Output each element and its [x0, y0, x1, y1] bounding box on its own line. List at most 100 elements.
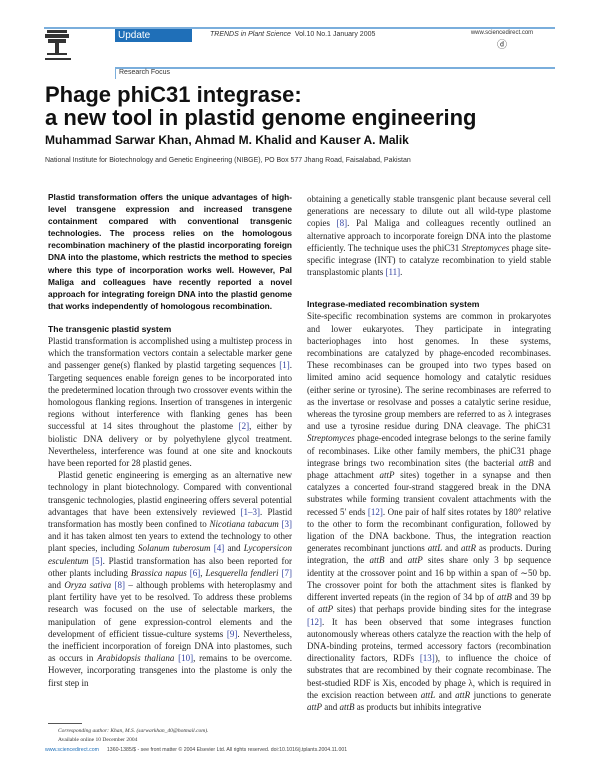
citation-link[interactable]: [3]: [281, 518, 293, 529]
italic-term: attP: [318, 604, 334, 615]
text-run: Plastid transformation is accomplished u…: [48, 335, 292, 371]
footer-legal: 1360-1385/$ - see front matter © 2004 El…: [106, 747, 348, 753]
citation-link[interactable]: [12]: [367, 506, 383, 517]
citation-link[interactable]: [12]: [307, 616, 322, 627]
text-run: – although problems with heteroplasmy an…: [48, 580, 293, 639]
section-heading: The transgenic plastid system: [48, 323, 172, 334]
text-run: ,: [200, 567, 206, 578]
update-badge: Update: [115, 29, 192, 42]
text-run: junctions to generate: [470, 689, 551, 700]
journal-name: TRENDS in Plant Science: [210, 31, 291, 38]
text-run: . Plastid transformation has also been r…: [48, 555, 293, 578]
citation-link[interactable]: [5]: [92, 555, 103, 566]
text-run: and: [384, 555, 408, 566]
italic-term: Streptomyces: [307, 433, 355, 444]
italic-term: attP: [307, 701, 322, 712]
italic-term: Arabidopsis thaliana: [97, 653, 175, 664]
italic-term: attL: [427, 543, 443, 554]
paragraph: Plastid genetic engineering is emerging …: [48, 469, 292, 689]
text-run: obtaining a genetically stable transgeni…: [307, 194, 551, 229]
paragraph: Site-specific recombination systems are …: [307, 310, 551, 713]
italic-term: attP: [379, 470, 395, 481]
paragraph: obtaining a genetically stable transgeni…: [307, 193, 551, 278]
citation-link[interactable]: [9]: [226, 628, 238, 639]
elsevier-logo: [44, 28, 72, 62]
text-run: and phage attachment: [307, 457, 552, 481]
title-line: Phage phiC31 integrase:: [45, 82, 302, 107]
text-run: and it has taken almost ten years to ext…: [48, 531, 292, 554]
italic-term: attB: [369, 555, 385, 566]
italic-term: Lycopersicon esculentum: [48, 543, 292, 566]
text-run: , remains to be overcome. However, incor…: [48, 653, 293, 688]
citation-link[interactable]: [7]: [281, 567, 293, 578]
text-run: and: [442, 543, 462, 554]
text-run: phage-encoded integrase belongs to the s…: [307, 433, 551, 468]
text-run: as products. During integration, the: [307, 543, 551, 566]
sd-logo-text: www.sciencedirect.com: [470, 30, 534, 36]
text-run: . One pair of half sites rotates by 180°…: [307, 506, 551, 554]
text-run: . Plastid transformation has mostly been…: [48, 506, 292, 529]
italic-term: Brassica napus: [130, 567, 187, 578]
text-run: and: [224, 543, 244, 554]
affiliation: National Institute for Biotechnology and…: [45, 157, 411, 164]
citation-link[interactable]: [10]: [178, 653, 194, 664]
text-run: as products but inhibits integrative: [354, 701, 482, 712]
right-column: obtaining a genetically stable transgeni…: [307, 193, 551, 713]
text-run: . Pal Maliga and colleagues recently out…: [307, 218, 551, 253]
text-run: . It has been observed that some integra…: [307, 616, 551, 664]
italic-term: Streptomyces: [461, 242, 510, 253]
citation-link[interactable]: [1–3]: [240, 506, 261, 517]
left-column: Plastid transformation offers the unique…: [48, 191, 292, 689]
italic-term: attL: [420, 689, 436, 700]
sciencedirect-logo: www.sciencedirect.com ⓓ: [450, 30, 554, 51]
text-run: and: [322, 701, 340, 712]
italic-term: attB: [518, 457, 534, 468]
citation-link[interactable]: [6]: [189, 567, 201, 578]
text-run: phage site-specific integrase (INT) to c…: [307, 242, 551, 278]
text-run: sites share only 3 bp sequence identity …: [307, 555, 552, 603]
citation-link[interactable]: [13]: [419, 653, 435, 664]
text-run: and 39 bp of: [307, 592, 551, 615]
section-label: Research Focus: [115, 69, 170, 79]
authors: Muhammad Sarwar Khan, Ahmad M. Khalid an…: [45, 133, 409, 147]
italic-term: Solanum tuberosum: [138, 543, 211, 554]
citation-link[interactable]: [8]: [336, 218, 348, 229]
title-line: a new tool in plastid genome engineering: [45, 105, 477, 130]
abstract: Plastid transformation offers the unique…: [48, 192, 292, 311]
italic-term: attB: [496, 592, 512, 603]
section-heading: Integrase-mediated recombination system: [307, 299, 480, 310]
citation-link[interactable]: [2]: [238, 421, 250, 432]
citation-link[interactable]: [1]: [279, 360, 290, 371]
paragraph: Plastid transformation is accomplished u…: [48, 335, 292, 469]
citation-link[interactable]: [11]: [385, 267, 401, 278]
italic-term: attR: [455, 689, 471, 700]
text-run: sites) together in a synapse and then ca…: [307, 470, 551, 517]
citation-link[interactable]: [4]: [213, 543, 225, 554]
text-run: ), to influence the choice of substrates…: [307, 653, 551, 700]
text-run: . Targeting sequences enable foreign gen…: [48, 360, 292, 432]
text-run: sites) that perhaps provide binding site…: [333, 604, 552, 615]
italic-term: attB: [339, 701, 355, 712]
page-footer: www.sciencedirect.com 1360-1385/$ - see f…: [45, 747, 347, 753]
text-run: and: [48, 580, 65, 590]
text-run: . Nevertheless, the inefficient incorpor…: [48, 628, 292, 664]
footnote: Corresponding author: Khan, M.S. (sarwar…: [58, 727, 208, 745]
text-run: Site-specific recombination systems are …: [307, 311, 551, 432]
journal-info: TRENDS in Plant Science Vol.10 No.1 Janu…: [210, 31, 375, 38]
available-online: Available online 10 December 2004: [58, 737, 138, 743]
corresponding-author: Corresponding author: Khan, M.S. (sarwar…: [58, 728, 209, 734]
text-run: .: [400, 267, 403, 278]
header-rule: [44, 27, 555, 29]
article-title: Phage phiC31 integrase: a new tool in pla…: [45, 83, 477, 129]
citation-link[interactable]: [8]: [114, 580, 126, 590]
text-run: , either by biolistic DNA delivery or by…: [48, 421, 292, 468]
footer-link[interactable]: www.sciencedirect.com: [45, 747, 99, 753]
section-rule: [115, 67, 555, 69]
journal-issue: Vol.10 No.1 January 2005: [294, 31, 376, 38]
text-run: and: [435, 689, 456, 700]
italic-term: attR: [461, 543, 477, 554]
text-run: Plastid genetic engineering is emerging …: [48, 470, 292, 517]
italic-term: Oryza sativa: [64, 580, 112, 590]
footnote-rule: [48, 723, 82, 724]
italic-term: attP: [407, 555, 423, 566]
